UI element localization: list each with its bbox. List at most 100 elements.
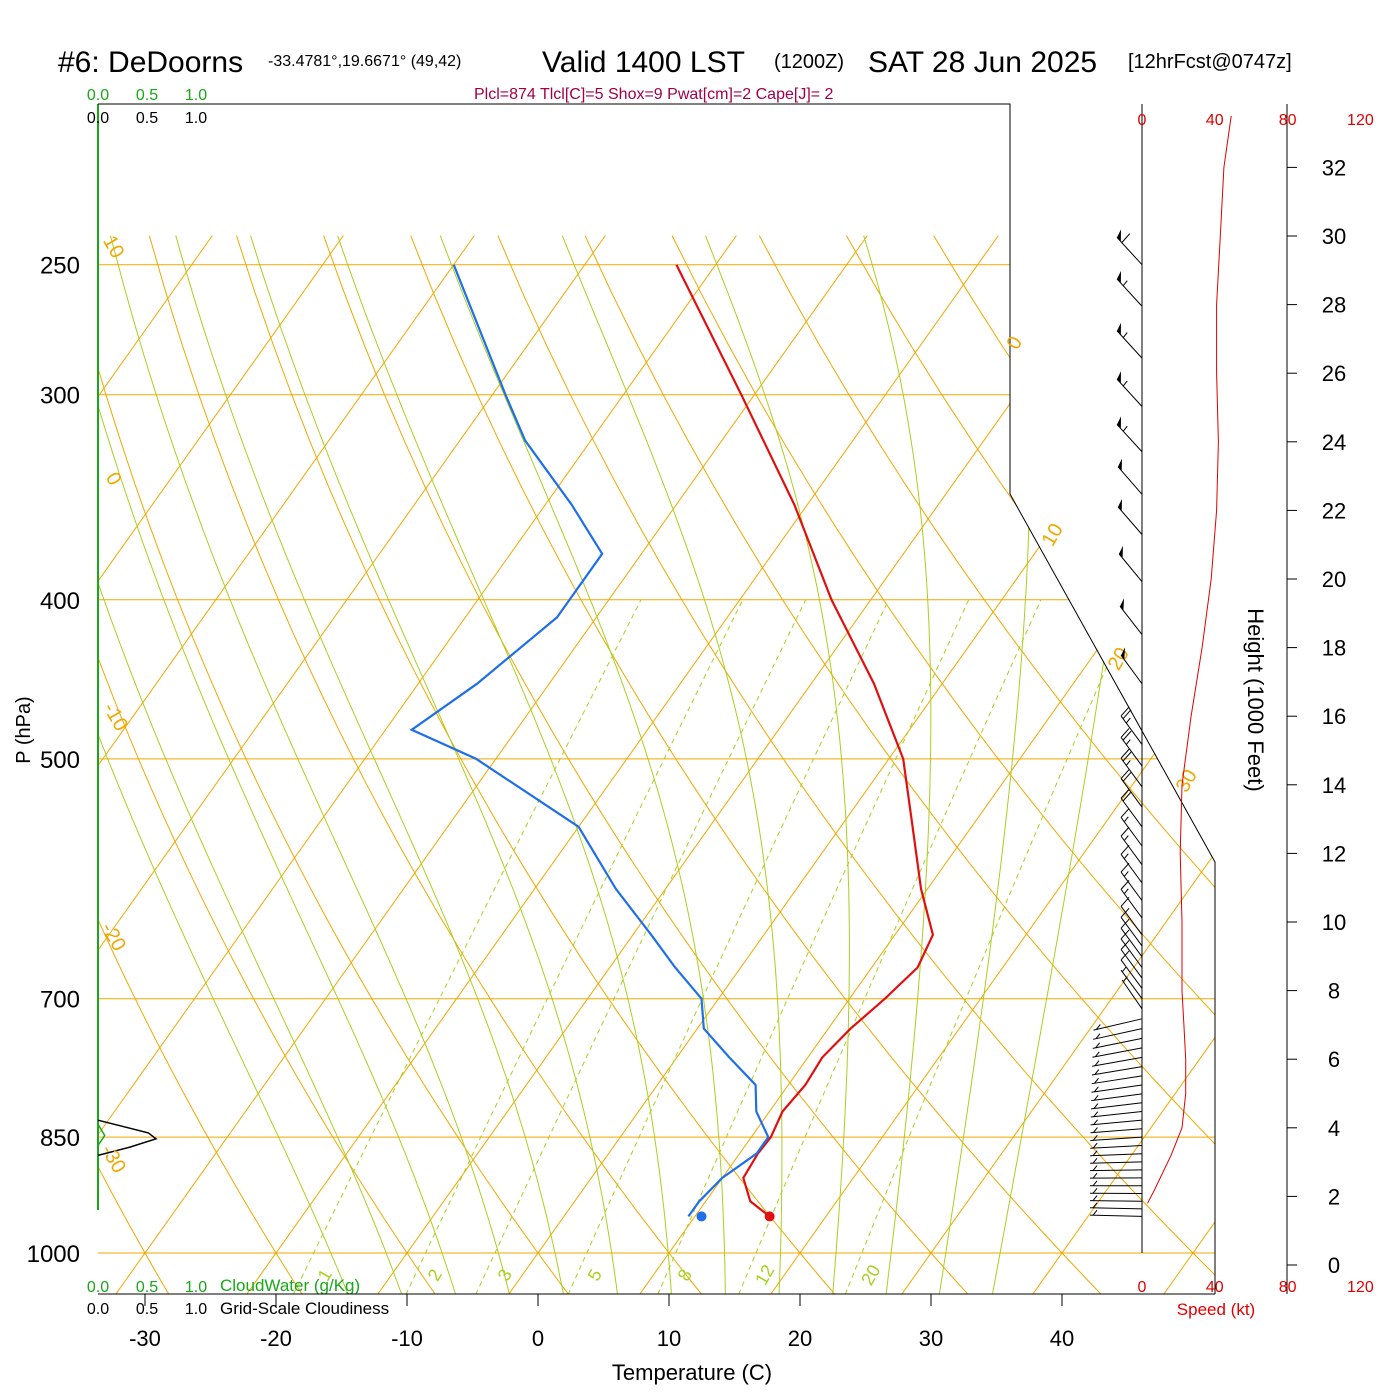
height-tick-label: 24 [1322, 430, 1346, 455]
wind-barb [1091, 1084, 1143, 1093]
wind-barb [1091, 1075, 1143, 1085]
barb-pennant [1119, 545, 1124, 559]
isotherm-line [98, 235, 606, 1294]
barb-staff [1090, 1214, 1143, 1217]
barb-pennant [1116, 270, 1121, 284]
barb-staff [1090, 1111, 1143, 1118]
dry-adiabat [845, 235, 1215, 1294]
moist-adiabat [175, 235, 569, 1294]
barb-staff [1120, 917, 1143, 947]
cloudiness-tick-top: 0.0 [87, 110, 109, 127]
barb-staff [1121, 979, 1143, 1010]
wind-barb [1116, 416, 1143, 453]
barb-half-flag [1094, 1060, 1100, 1067]
zulu-time: (1200Z) [774, 51, 844, 73]
barb-staff [1093, 1018, 1143, 1031]
speed-tick-top: 0 [1138, 112, 1147, 129]
pressure-tick-label: 300 [40, 383, 80, 410]
barb-pennant [1117, 498, 1122, 512]
wind-barb [1120, 940, 1143, 979]
cloud-water-tick-top: 0.5 [136, 87, 158, 104]
mixing-ratio-line [475, 599, 807, 1294]
mixing-ratio-line [844, 599, 1137, 1294]
cloud-water-tick-bottom: 0.5 [136, 1279, 158, 1296]
isotherm-line [620, 235, 1215, 1294]
isotherm-line [98, 235, 475, 1294]
barb-half-flag [1092, 1209, 1098, 1216]
height-tick-label: 0 [1328, 1253, 1340, 1278]
barb-staff [1091, 1075, 1143, 1085]
barb-staff [1093, 1028, 1143, 1040]
wind-barb [1093, 1028, 1143, 1040]
dry-adiabat [410, 235, 1128, 1294]
cloud-water-tick-top: 1.0 [185, 87, 207, 104]
barb-staff [1120, 927, 1143, 958]
wind-barb [1089, 1187, 1143, 1195]
barb-half-flag [1123, 835, 1129, 841]
barb-flag [1120, 808, 1130, 818]
dry-adiabat [758, 235, 1215, 1294]
isotherm-label: -10 [98, 699, 132, 735]
mixing-ratio-label: 5 [584, 1266, 606, 1285]
barb-staff [1091, 1084, 1143, 1093]
isotherm-line [489, 235, 1215, 1294]
mixing-ratio-line [292, 599, 642, 1294]
barb-half-flag [1092, 1165, 1098, 1171]
height-tick-label: 10 [1322, 910, 1346, 935]
barb-staff [1090, 1144, 1143, 1149]
barb-staff [1116, 330, 1143, 359]
barb-half-flag [1092, 1202, 1098, 1209]
valid-time: Valid 1400 LST [542, 46, 745, 79]
barb-staff [1120, 889, 1143, 919]
barb-staff [1120, 854, 1143, 884]
wind-barb [1090, 1135, 1143, 1142]
height-tick-label: 18 [1322, 636, 1346, 661]
barb-staff [1091, 1066, 1143, 1076]
x-tick-label: -10 [391, 1326, 423, 1351]
barb-flag [1122, 771, 1132, 782]
wind-barb [1120, 908, 1143, 947]
cloud-water-tick-bottom: 0.0 [87, 1279, 109, 1296]
dry-adiabat [671, 235, 1215, 1294]
barb-half-flag [1093, 1103, 1099, 1109]
barb-flag [1120, 728, 1130, 738]
cloudiness-line [97, 1119, 158, 1157]
height-tick-label: 4 [1328, 1116, 1340, 1141]
cloudiness-tick-bottom: 0.5 [136, 1301, 158, 1318]
mixing-ratio-line [738, 599, 1042, 1294]
barb-staff [1116, 278, 1143, 307]
barb-half-flag [1123, 888, 1129, 895]
isotherm-line [882, 235, 1215, 1294]
pressure-tick-label: 250 [40, 253, 80, 280]
wind-barb [1089, 1172, 1143, 1179]
isotherm-line [98, 235, 868, 1294]
barb-staff [1116, 237, 1143, 266]
wind-barb [1120, 647, 1143, 685]
isotherm-label: 0 [1002, 333, 1027, 354]
barb-staff [1120, 797, 1143, 828]
barb-half-flag [1095, 1042, 1100, 1049]
barb-staff [1120, 905, 1143, 936]
forecast-info: [12hrFcst@0747z] [1128, 51, 1292, 73]
barb-staff [1092, 1056, 1143, 1067]
barb-half-flag [1122, 380, 1128, 387]
barb-staff [1090, 1153, 1143, 1157]
barb-flag [1122, 730, 1132, 741]
wind-barb [1120, 929, 1143, 968]
wind-barb [1091, 1093, 1143, 1102]
barb-half-flag [1095, 1024, 1101, 1030]
cloudiness-tick-top: 1.0 [185, 110, 207, 127]
mixing-ratio-label: 3 [494, 1266, 516, 1285]
wind-barb [1116, 322, 1143, 359]
height-axis-title: Height (1000 Feet) [1243, 608, 1268, 791]
pressure-tick-label: 500 [40, 747, 80, 774]
speed-tick-top: 40 [1206, 112, 1224, 129]
height-tick-label: 32 [1322, 155, 1346, 180]
barb-staff [1120, 949, 1143, 979]
wind-barb [1119, 598, 1143, 635]
barb-half-flag [1095, 1033, 1101, 1040]
pressure-tick-label: 850 [40, 1125, 80, 1152]
barb-staff [1090, 1200, 1143, 1202]
speed-axis-title: Speed (kt) [1177, 1300, 1255, 1319]
